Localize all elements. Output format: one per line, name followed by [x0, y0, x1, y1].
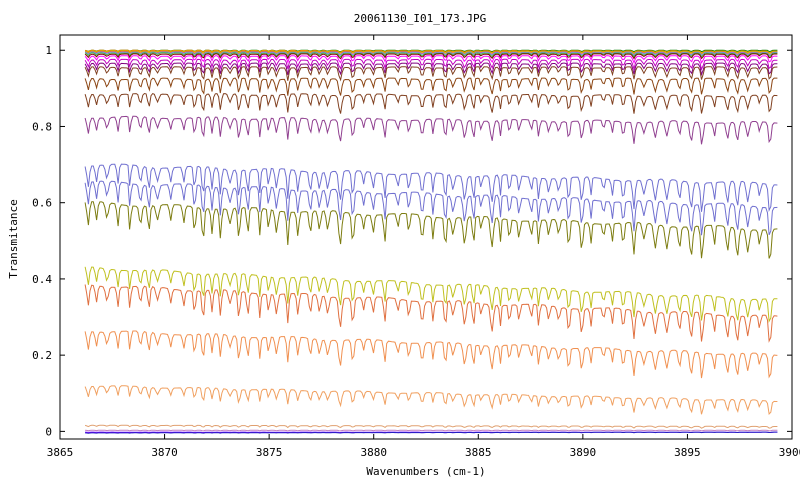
y-tick-label: 0.4	[32, 273, 52, 286]
series-line	[84, 385, 778, 415]
series-line	[84, 55, 778, 65]
series-line	[84, 66, 778, 82]
chart-title: 20061130_I01_173.JPG	[354, 12, 486, 25]
series-line	[85, 429, 778, 432]
series-line	[84, 62, 778, 77]
y-tick-label: 0	[45, 425, 52, 438]
series-line	[84, 330, 778, 379]
series-line	[84, 77, 778, 96]
series-line	[84, 163, 778, 212]
x-tick-label: 3870	[151, 446, 178, 459]
series-line	[84, 115, 778, 145]
series-line	[84, 52, 778, 58]
series-line	[84, 50, 778, 55]
series-line	[84, 180, 778, 236]
y-tick-label: 0.6	[32, 197, 52, 210]
y-axis-label: Transmitance	[7, 199, 20, 278]
y-tick-label: 0.8	[32, 120, 52, 133]
series-line	[84, 51, 778, 57]
x-tick-label: 3880	[360, 446, 387, 459]
series-line	[85, 431, 778, 434]
plot-frame	[59, 34, 793, 440]
series-line	[84, 201, 778, 259]
series-line	[84, 58, 778, 71]
series-line	[84, 424, 778, 429]
series-layer	[84, 49, 778, 434]
series-line	[84, 92, 778, 114]
y-tick-label: 0.2	[32, 349, 52, 362]
x-tick-label: 3865	[47, 446, 74, 459]
series-line	[84, 266, 778, 323]
series-line	[84, 284, 778, 343]
x-tick-label: 3875	[256, 446, 283, 459]
x-tick-label: 3885	[465, 446, 492, 459]
x-axis-label: Wavenumbers (cm-1)	[366, 465, 485, 478]
x-tick-label: 3895	[674, 446, 701, 459]
x-tick-label: 3890	[570, 446, 597, 459]
y-axis-ticks: 0 0.2 0.4 0.6 0.8 1	[32, 44, 792, 438]
y-tick-label: 1	[45, 44, 52, 57]
series-line	[84, 53, 778, 60]
